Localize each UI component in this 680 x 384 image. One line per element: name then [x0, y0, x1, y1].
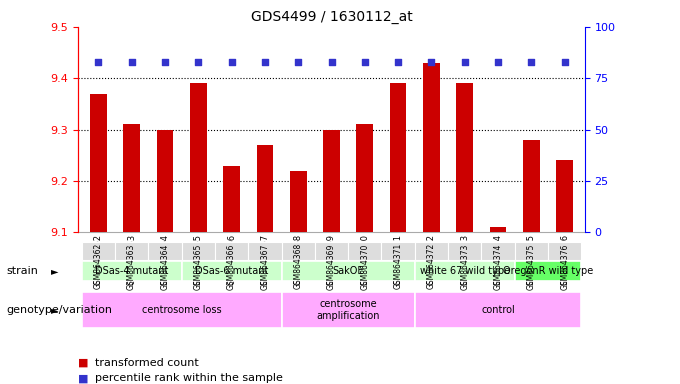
Text: transformed count: transformed count — [95, 358, 199, 368]
Point — [460, 59, 471, 65]
Point — [426, 59, 437, 65]
Bar — [556, 161, 573, 232]
Point — [393, 59, 404, 65]
Text: GSM864362: GSM864362 — [94, 243, 103, 290]
Bar — [415, 242, 448, 260]
Text: GSM864365: GSM864365 — [194, 243, 203, 290]
Text: GSM864372: GSM864372 — [427, 243, 436, 290]
Text: GSM864376: GSM864376 — [560, 243, 569, 290]
Text: GSM864366: GSM864366 — [227, 243, 236, 290]
Bar — [90, 94, 107, 232]
Point — [92, 59, 103, 65]
Bar — [82, 242, 115, 260]
Bar — [381, 242, 415, 260]
Bar — [82, 292, 282, 328]
Bar — [356, 124, 373, 232]
Text: SakOE: SakOE — [333, 266, 364, 276]
Bar — [182, 261, 282, 281]
Bar — [415, 261, 515, 281]
Text: strain: strain — [7, 266, 39, 276]
Text: centrosome
amplification: centrosome amplification — [316, 299, 380, 321]
Bar — [481, 242, 515, 260]
Text: GSM864367: GSM864367 — [260, 243, 269, 290]
Bar — [248, 242, 282, 260]
Text: OregonR wild type: OregonR wild type — [503, 266, 593, 276]
Text: GSM864368: GSM864368 — [294, 243, 303, 290]
Bar — [448, 242, 481, 260]
Text: GSM864371: GSM864371 — [394, 243, 403, 290]
Bar — [290, 170, 307, 232]
Text: GSM864369: GSM864369 — [327, 243, 336, 290]
Bar — [148, 242, 182, 260]
Bar — [282, 261, 415, 281]
Text: ►: ► — [51, 266, 58, 276]
Bar — [315, 242, 348, 260]
Text: centrosome loss: centrosome loss — [141, 305, 221, 315]
Bar — [515, 242, 548, 260]
Bar — [548, 242, 581, 260]
Text: control: control — [481, 305, 515, 315]
Text: GSM864370: GSM864370 — [360, 243, 369, 290]
Point — [360, 59, 371, 65]
Text: DSas-6 mutant: DSas-6 mutant — [195, 266, 268, 276]
Bar — [182, 242, 215, 260]
Bar — [256, 145, 273, 232]
Text: ■: ■ — [78, 373, 88, 383]
Bar — [348, 242, 381, 260]
Bar — [490, 227, 507, 232]
Text: ■: ■ — [78, 358, 88, 368]
Bar — [156, 129, 173, 232]
Point — [259, 59, 270, 65]
Text: GSM864364: GSM864364 — [160, 243, 169, 290]
Bar — [323, 129, 340, 232]
Bar — [223, 166, 240, 232]
Text: GSM864373: GSM864373 — [460, 243, 469, 290]
Bar — [390, 83, 407, 232]
Bar — [282, 292, 415, 328]
Point — [326, 59, 337, 65]
Text: DSas-4 mutant: DSas-4 mutant — [95, 266, 168, 276]
Text: GSM864375: GSM864375 — [527, 243, 536, 290]
Bar — [456, 83, 473, 232]
Point — [292, 59, 303, 65]
Text: ►: ► — [51, 305, 58, 315]
Bar — [423, 63, 440, 232]
Point — [526, 59, 537, 65]
Point — [560, 59, 571, 65]
Title: GDS4499 / 1630112_at: GDS4499 / 1630112_at — [251, 10, 412, 25]
Bar — [215, 242, 248, 260]
Bar — [115, 242, 148, 260]
Text: percentile rank within the sample: percentile rank within the sample — [95, 373, 283, 383]
Bar — [82, 261, 182, 281]
Text: GSM864374: GSM864374 — [494, 243, 503, 290]
Point — [493, 59, 504, 65]
Point — [226, 59, 237, 65]
Point — [192, 59, 203, 65]
Bar — [190, 83, 207, 232]
Text: genotype/variation: genotype/variation — [7, 305, 113, 315]
Point — [126, 59, 137, 65]
Text: white 67 wild type: white 67 wild type — [420, 266, 510, 276]
Bar — [523, 140, 540, 232]
Bar — [415, 292, 581, 328]
Text: GSM864363: GSM864363 — [127, 243, 136, 290]
Point — [159, 59, 170, 65]
Bar — [123, 124, 140, 232]
Bar — [282, 242, 315, 260]
Bar — [515, 261, 581, 281]
